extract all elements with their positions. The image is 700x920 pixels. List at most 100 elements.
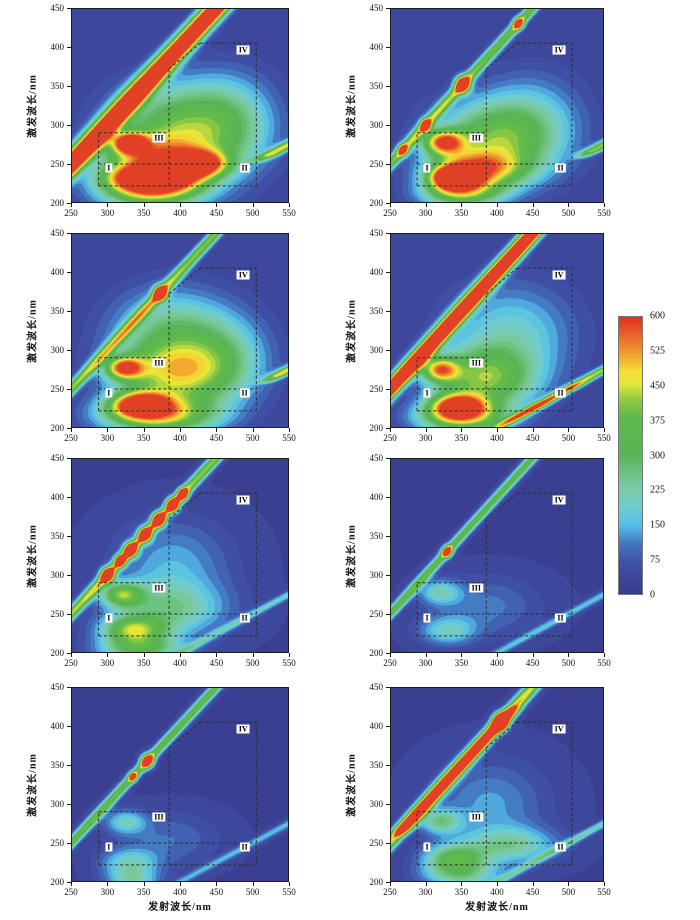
x-tick-mark xyxy=(107,428,109,432)
x-tick-label: 450 xyxy=(525,887,540,897)
x-tick-label: 500 xyxy=(561,887,576,897)
y-tick-mark xyxy=(67,653,71,654)
eem-panel-row4-left: 激发波长/nm 发射波长/nm I II III IV 450 400 350 300 250 2… xyxy=(28,682,296,913)
y-tick-mark xyxy=(67,389,71,390)
y-tick-mark xyxy=(386,47,390,48)
x-tick-label: 400 xyxy=(173,433,187,443)
eem-panel-row1-left: 激发波长/nm I II III IV 450 400 350 300 250 200 250 300… xyxy=(28,3,296,218)
y-tick-label: 200 xyxy=(369,648,384,658)
region-boxes-overlay xyxy=(71,8,289,203)
y-tick-label: 350 xyxy=(50,81,65,91)
region-label-iii: III xyxy=(469,358,483,368)
y-tick-mark xyxy=(67,350,71,351)
y-tick-mark xyxy=(67,687,71,688)
x-tick-mark xyxy=(497,428,498,432)
y-tick-mark xyxy=(67,614,71,615)
y-tick-label: 300 xyxy=(369,345,384,355)
y-tick-mark xyxy=(386,8,390,9)
x-tick-mark xyxy=(532,428,534,432)
region-label-iii: III xyxy=(152,812,166,822)
y-tick-mark xyxy=(67,804,71,805)
y-axis-title: 激发波长/nm xyxy=(27,523,39,588)
region-label-iii: III xyxy=(152,583,166,593)
y-tick-mark xyxy=(67,536,71,537)
x-tick-label: 300 xyxy=(100,658,115,668)
y-axis-title: 激发波长/nm xyxy=(27,298,39,363)
colorbar-tick-label: 375 xyxy=(650,415,665,427)
y-tick-mark xyxy=(67,458,71,459)
y-tick-mark xyxy=(67,311,71,312)
y-tick-label: 300 xyxy=(50,570,65,580)
x-tick-mark xyxy=(497,653,498,657)
plot-frame xyxy=(71,8,289,203)
region-label-ii: II xyxy=(239,388,250,398)
x-tick-label: 300 xyxy=(100,208,115,218)
y-tick-label: 200 xyxy=(50,198,65,208)
x-tick-mark xyxy=(216,428,218,432)
x-tick-label: 550 xyxy=(597,887,611,897)
region-label-ii: II xyxy=(555,842,566,852)
y-tick-label: 400 xyxy=(50,492,65,502)
region-label-i: I xyxy=(423,388,431,398)
y-tick-mark xyxy=(67,575,71,576)
y-tick-label: 200 xyxy=(50,423,65,433)
region-label-iv: IV xyxy=(236,270,250,280)
x-tick-label: 400 xyxy=(173,208,187,218)
y-tick-label: 250 xyxy=(50,384,65,394)
x-tick-mark xyxy=(532,203,534,207)
y-tick-label: 400 xyxy=(50,42,65,52)
colorbar-tick-label: 225 xyxy=(650,484,665,496)
x-tick-label: 350 xyxy=(454,433,469,443)
x-tick-mark xyxy=(71,882,72,886)
y-tick-mark xyxy=(67,726,71,727)
x-tick-label: 450 xyxy=(209,658,224,668)
x-tick-mark xyxy=(604,882,605,886)
y-tick-label: 400 xyxy=(369,267,384,277)
x-tick-label: 300 xyxy=(418,658,433,668)
colorbar: 600 525 450 375 300 225 150 75 0 xyxy=(618,311,665,601)
region-label-ii: II xyxy=(555,613,566,623)
x-tick-label: 300 xyxy=(418,208,433,218)
x-tick-label: 350 xyxy=(136,208,151,218)
x-tick-label: 500 xyxy=(561,658,576,668)
y-axis-title: 激发波长/nm xyxy=(346,752,358,817)
y-tick-mark xyxy=(67,233,71,234)
y-tick-label: 400 xyxy=(369,492,384,502)
region-label-ii: II xyxy=(239,842,250,852)
x-axis-title: 发射波长/nm xyxy=(148,902,212,913)
region-label-iv: IV xyxy=(552,270,566,280)
region-label-ii: II xyxy=(239,163,250,173)
y-tick-label: 350 xyxy=(50,531,65,541)
x-tick-label: 450 xyxy=(209,208,224,218)
region-label-iv: IV xyxy=(236,495,250,505)
y-tick-label: 200 xyxy=(50,877,65,887)
y-axis-title: 激发波长/nm xyxy=(27,752,39,817)
plot-frame xyxy=(71,458,289,653)
y-tick-mark xyxy=(386,428,390,429)
y-tick-mark xyxy=(67,428,71,429)
x-tick-mark xyxy=(568,882,570,886)
y-tick-label: 450 xyxy=(50,682,65,692)
x-tick-label: 250 xyxy=(383,208,397,218)
x-tick-mark xyxy=(461,203,463,207)
region-label-i: I xyxy=(105,613,113,623)
x-tick-mark xyxy=(532,882,534,886)
x-tick-mark xyxy=(143,428,145,432)
y-tick-mark xyxy=(67,8,71,9)
x-tick-label: 450 xyxy=(209,887,224,897)
x-tick-mark xyxy=(289,653,290,657)
x-tick-mark xyxy=(532,653,534,657)
colorbar-tick-label: 450 xyxy=(650,380,665,392)
region-label-i: I xyxy=(105,388,113,398)
x-tick-mark xyxy=(425,428,427,432)
y-tick-label: 350 xyxy=(369,306,384,316)
x-tick-label: 400 xyxy=(173,887,187,897)
region-label-iii: III xyxy=(469,583,483,593)
y-tick-mark xyxy=(386,272,390,273)
y-tick-label: 250 xyxy=(369,838,384,848)
y-tick-mark xyxy=(386,653,390,654)
y-tick-mark xyxy=(386,687,390,688)
y-tick-label: 300 xyxy=(50,120,65,130)
y-tick-label: 250 xyxy=(50,159,65,169)
region-label-iv: IV xyxy=(236,724,250,734)
